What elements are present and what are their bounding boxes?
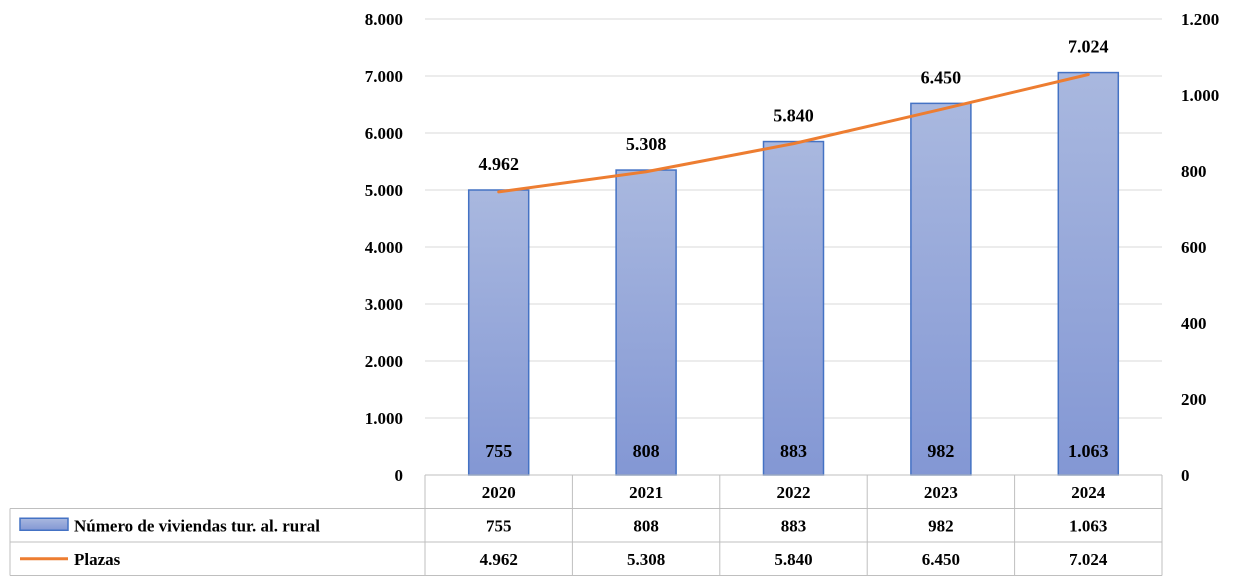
x-category-label: 2023: [924, 483, 958, 502]
line-data-label: 982: [927, 441, 954, 461]
axes: 0 1.000 2.000 3.000 4.000 5.000 6.000 7.000 8.00…: [365, 10, 1220, 485]
table-cell: 755: [486, 516, 512, 535]
table-cell: 4.962: [480, 550, 518, 569]
bar: [1057, 71, 1120, 476]
bar-data-label: 5.840: [773, 106, 814, 126]
y-left-tick-label: 2.000: [365, 352, 403, 371]
y-right-tick-label: 600: [1181, 238, 1207, 257]
y-right-tick-label: 1.200: [1181, 10, 1219, 29]
line-data-label: 883: [780, 441, 807, 461]
x-category-label: 2020: [482, 483, 516, 502]
y-right-tick-label: 1.000: [1181, 86, 1219, 105]
legend-label: Número de viviendas tur. al. rural: [74, 516, 320, 535]
y-right-tick-label: 400: [1181, 314, 1207, 333]
x-category-label: 2021: [629, 483, 663, 502]
table-cell: 6.450: [922, 550, 960, 569]
legend-label: Plazas: [74, 550, 121, 569]
x-category-label: 2022: [777, 483, 811, 502]
y-left-tick-label: 4.000: [365, 238, 403, 257]
bar-data-label: 5.308: [626, 134, 667, 154]
y-left-tick-label: 7.000: [365, 67, 403, 86]
bar: [910, 102, 972, 476]
plazas-line: [497, 72, 1090, 194]
line-series: [497, 72, 1090, 194]
bar: [762, 140, 825, 476]
legend-bar-swatch: [19, 517, 69, 531]
bar-data-label: 4.962: [478, 154, 519, 174]
table-cell: 7.024: [1069, 550, 1108, 569]
bar: [615, 169, 677, 476]
y-right-tick-label: 800: [1181, 162, 1207, 181]
y-left-tick-label: 5.000: [365, 181, 403, 200]
line-data-label: 755: [485, 441, 512, 461]
y-right-tick-label: 0: [1181, 466, 1190, 485]
bar-data-label: 6.450: [921, 67, 962, 87]
table-cell: 5.308: [627, 550, 665, 569]
line-data-label: 1.063: [1068, 441, 1109, 461]
table-cell: 808: [633, 516, 659, 535]
data-table: 2020 2021 2022 2023 2024 Número de viviendas …: [9, 474, 1163, 576]
y-left-tick-label: 3.000: [365, 295, 403, 314]
line-data-label: 808: [633, 441, 660, 461]
y-right-tick-label: 200: [1181, 390, 1207, 409]
y-left-tick-label: 6.000: [365, 124, 403, 143]
x-category-label: 2024: [1071, 483, 1106, 502]
y-left-tick-label: 0: [395, 466, 404, 485]
table-cell: 982: [928, 516, 954, 535]
data-labels: 4.962 755 5.308 808 5.840 883 6.450 982 7.024 1.0…: [478, 37, 1108, 461]
table-cell: 883: [781, 516, 807, 535]
table-cell: 5.840: [774, 550, 812, 569]
bar: [467, 189, 530, 476]
y-left-tick-label: 1.000: [365, 409, 403, 428]
bar-series: [467, 71, 1120, 476]
bar-data-label: 7.024: [1068, 37, 1109, 57]
y-left-tick-label: 8.000: [365, 10, 403, 29]
table-cell: 1.063: [1069, 516, 1107, 535]
